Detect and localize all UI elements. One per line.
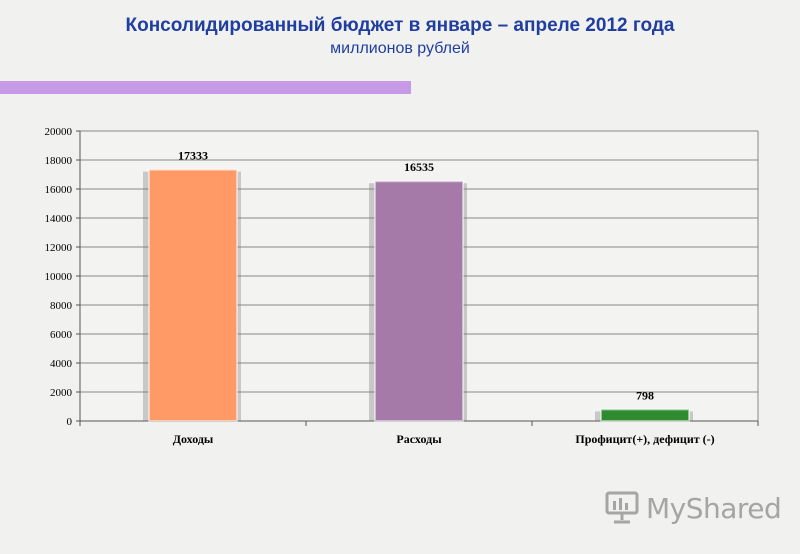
data-label: 17333 <box>178 149 208 163</box>
y-tick-label: 12000 <box>45 242 73 254</box>
y-tick-label: 4000 <box>50 358 73 370</box>
bar <box>374 180 464 422</box>
page-title: Консолидированный бюджет в январе – апре… <box>125 15 675 36</box>
x-axis: Доходы Расходы Профицит(+), дефицит (-) <box>79 421 759 446</box>
y-tick-label: 18000 <box>45 155 73 167</box>
y-tick-label: 10000 <box>45 271 73 283</box>
data-label: 16535 <box>404 160 434 174</box>
data-label: 798 <box>636 388 654 402</box>
y-tick-label: 8000 <box>50 300 73 312</box>
y-tick-label: 0 <box>67 416 73 428</box>
y-tick-label: 14000 <box>45 213 73 225</box>
y-tick-label: 16000 <box>45 184 73 196</box>
accent-bar <box>0 81 411 94</box>
watermark: MyShared <box>604 488 782 528</box>
x-tick-label: Расходы <box>396 432 442 446</box>
y-axis: 0 2000 4000 6000 8000 10000 12000 14000 16000 180… <box>45 126 759 428</box>
x-tick-label: Доходы <box>173 432 214 446</box>
header: Консолидированный бюджет в январе – апре… <box>0 14 800 60</box>
bar <box>148 168 238 422</box>
page-subtitle: миллионов рублей <box>330 40 470 57</box>
presentation-icon <box>605 491 639 524</box>
y-tick-label: 20000 <box>45 126 73 138</box>
y-tick-label: 6000 <box>50 329 73 341</box>
watermark-logo: MyShared <box>646 492 782 525</box>
x-tick-label: Профицит(+), дефицит (-) <box>575 432 714 446</box>
y-tick-label: 2000 <box>50 387 73 399</box>
bar <box>600 408 690 422</box>
bars: 17333 16535 798 <box>143 149 693 422</box>
